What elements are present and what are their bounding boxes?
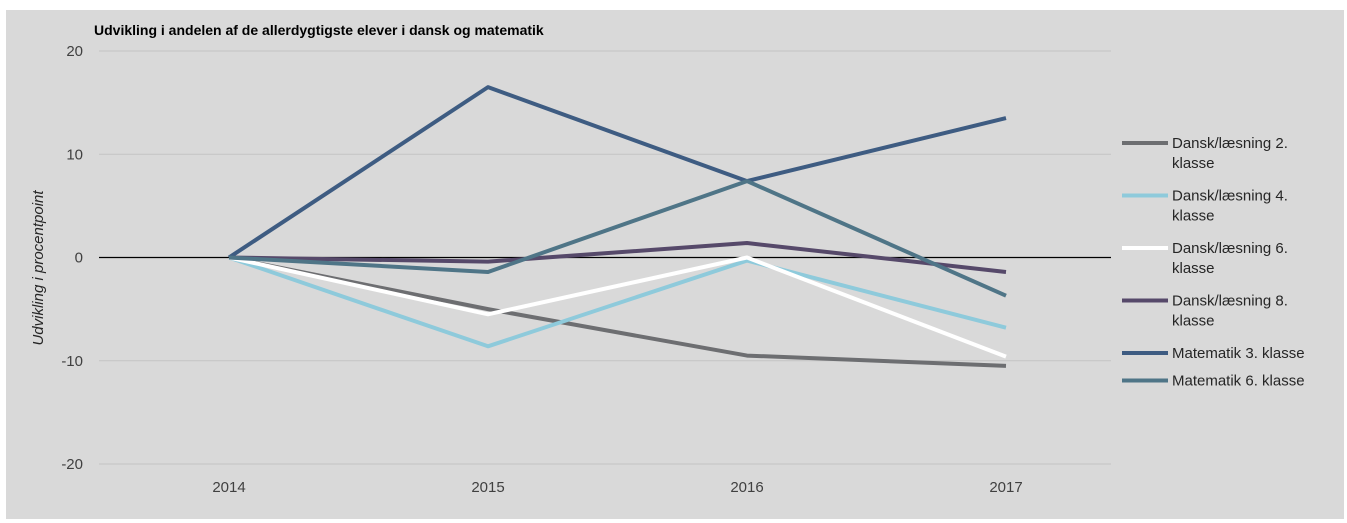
x-tick-labels: 2014 2015 2016 2017 — [212, 479, 1022, 496]
legend-label: klasse — [1172, 155, 1215, 172]
y-tick-label: 0 — [75, 250, 83, 267]
y-axis-label: Udvikling i procentpoint — [30, 190, 47, 346]
series-lines — [227, 85, 1007, 368]
y-tick-label: -10 — [61, 353, 83, 370]
y-tick-label: 20 — [66, 43, 83, 60]
chart-panel: Udvikling i andelen af de allerdygtigste… — [6, 10, 1344, 519]
series-line — [227, 85, 1007, 260]
legend-label: klasse — [1172, 260, 1215, 277]
legend-label: klasse — [1172, 313, 1215, 330]
series-line — [228, 179, 1007, 298]
legend-label: Dansk/læsning 4. — [1172, 188, 1288, 205]
legend-label: Dansk/læsning 6. — [1172, 240, 1288, 257]
x-tick-label: 2016 — [730, 479, 763, 496]
x-tick-label: 2014 — [212, 479, 245, 496]
legend-item: Matematik 3. klasse — [1122, 345, 1305, 362]
series-line — [228, 255, 1007, 359]
legend-item: Dansk/læsning 6. klasse — [1122, 240, 1288, 277]
series-line — [228, 241, 1007, 274]
legend-label: klasse — [1172, 208, 1215, 225]
legend-label: Dansk/læsning 2. — [1172, 135, 1288, 152]
series-line — [228, 255, 1007, 368]
legend: Dansk/læsning 2. klasse Dansk/læsning 4. kl… — [1122, 135, 1305, 390]
y-tick-label: -20 — [61, 456, 83, 473]
chart-title: Udvikling i andelen af de allerdygtigste… — [94, 22, 544, 38]
legend-item: Dansk/læsning 4. klasse — [1122, 188, 1288, 225]
legend-label: Dansk/læsning 8. — [1172, 293, 1288, 310]
legend-item: Dansk/læsning 2. klasse — [1122, 135, 1288, 172]
series-line — [228, 255, 1007, 349]
legend-item: Dansk/læsning 8. klasse — [1122, 293, 1288, 330]
line-chart: Udvikling i andelen af de allerdygtigste… — [30, 22, 1305, 496]
y-tick-labels: 20 10 0 -10 -20 — [61, 43, 83, 473]
legend-label: Matematik 6. klasse — [1172, 373, 1305, 390]
x-tick-label: 2015 — [471, 479, 504, 496]
legend-label: Matematik 3. klasse — [1172, 345, 1305, 362]
legend-item: Matematik 6. klasse — [1122, 373, 1305, 390]
x-tick-label: 2017 — [989, 479, 1022, 496]
y-tick-label: 10 — [66, 146, 83, 163]
